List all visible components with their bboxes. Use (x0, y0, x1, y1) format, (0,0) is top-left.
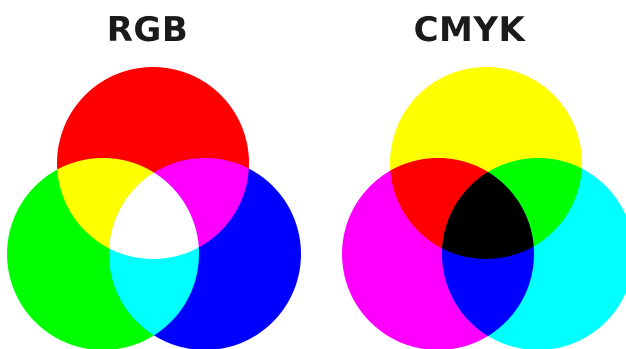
rgb-venn-diagram (7, 67, 301, 349)
cmyk-center (442, 158, 534, 259)
rgb-panel: RGB (7, 10, 301, 349)
rgb-center (109, 158, 199, 259)
cmyk-panel: CMYK (313, 0, 626, 349)
cmyk-venn-diagram (342, 67, 626, 349)
rgb-title: RGB (106, 10, 189, 50)
cmyk-title: CMYK (413, 10, 526, 50)
